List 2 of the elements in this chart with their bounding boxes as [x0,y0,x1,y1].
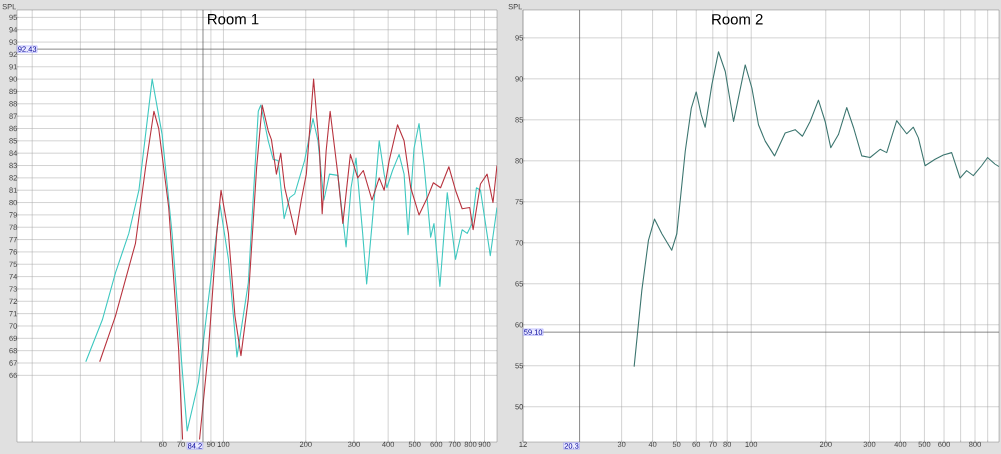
chart-title: Room 1 [208,14,259,25]
chart-title: Room 2 [712,14,763,25]
